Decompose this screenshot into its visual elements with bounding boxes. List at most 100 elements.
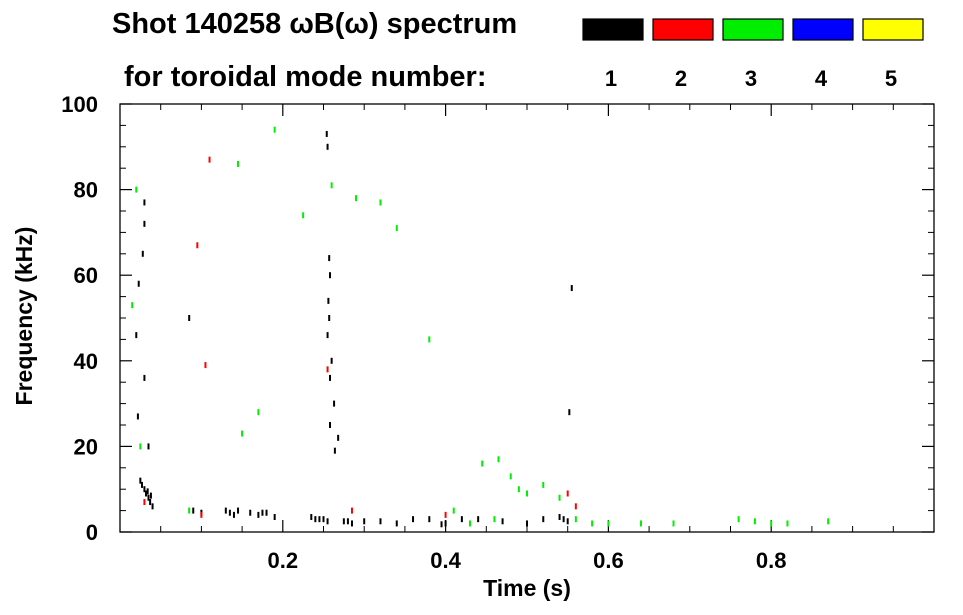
- spectrum-point: [350, 507, 353, 514]
- spectrum-point: [558, 494, 561, 501]
- spectrum-point: [558, 514, 561, 521]
- spectrum-point: [135, 332, 138, 339]
- legend-swatch: [582, 18, 644, 41]
- spectrum-point: [326, 518, 329, 525]
- spectrum-point: [327, 297, 330, 304]
- spectrum-point: [342, 518, 345, 525]
- spectrum-point: [574, 516, 577, 523]
- spectrum-point: [444, 520, 447, 527]
- spectrum-point: [149, 492, 152, 499]
- legend-label: 4: [815, 66, 828, 91]
- chart-title: Shot 140258 ωB(ω) spectrum: [112, 8, 517, 40]
- chart-subtitle: for toroidal mode number:: [124, 61, 487, 93]
- legend-label: 3: [745, 66, 757, 91]
- spectrum-point: [137, 280, 140, 287]
- spectrum-point: [241, 430, 244, 437]
- spectrum-point: [325, 130, 328, 137]
- x-axis-ticks: 0.2 0.4 0.6 0.8: [160, 104, 894, 573]
- spectrum-point: [379, 518, 382, 525]
- spectrum-point: [395, 225, 398, 232]
- spectrum-point: [355, 195, 358, 202]
- spectrum-point: [257, 409, 260, 416]
- spectrum-point: [395, 520, 398, 527]
- spectrum-point: [196, 242, 199, 249]
- legend: 1 2 3 4 5: [582, 18, 924, 91]
- spectrum-point: [497, 456, 500, 463]
- spectrum-point: [249, 509, 252, 516]
- spectrum-point: [517, 486, 520, 493]
- y-tick-label: 80: [74, 178, 98, 203]
- spectrum-point: [188, 315, 191, 321]
- y-tick-label: 0: [86, 520, 98, 545]
- spectrum-point: [329, 374, 332, 381]
- spectrum-point: [452, 507, 455, 514]
- x-tick-label: 0.2: [268, 548, 299, 573]
- spectrum-point: [147, 494, 150, 501]
- spectrum-point: [477, 516, 480, 523]
- spectrum-point: [192, 507, 195, 514]
- spectrum-point: [493, 516, 496, 523]
- spectrum-point: [469, 520, 472, 527]
- spectrum-point: [140, 481, 143, 488]
- spectrum-point: [412, 516, 415, 523]
- spectrum-point: [566, 518, 569, 525]
- spectrum-point: [302, 212, 305, 219]
- spectrum-point: [139, 477, 142, 484]
- x-tick-label: 0.6: [593, 548, 624, 573]
- spectrum-point: [570, 285, 573, 292]
- spectrum-point: [333, 447, 336, 454]
- spectrum-point: [310, 514, 313, 521]
- legend-label: 5: [885, 66, 897, 91]
- spectrum-point: [257, 511, 260, 518]
- x-axis-label: Time (s): [483, 575, 571, 601]
- spectrum-point: [326, 366, 329, 373]
- spectrum-point: [224, 507, 227, 514]
- spectrum-point: [204, 362, 207, 369]
- spectrum-point: [574, 503, 577, 510]
- spectrum-point: [131, 302, 134, 309]
- spectrum-point: [188, 507, 191, 514]
- y-tick-label: 60: [74, 263, 98, 288]
- spectrum-point: [444, 511, 447, 518]
- legend-swatch: [862, 18, 924, 41]
- spectrum-point: [501, 518, 504, 525]
- spectrum-point: [350, 520, 353, 527]
- spectrum-point: [318, 516, 321, 523]
- spectrum-point: [591, 520, 594, 527]
- spectrum-point: [151, 503, 154, 510]
- spectrum-point: [363, 518, 366, 525]
- spectrum-point: [143, 486, 146, 493]
- x-tick-label: 0.4: [430, 548, 461, 573]
- legend-swatch: [792, 18, 854, 41]
- spectrum-point: [379, 199, 382, 206]
- spectrum-point: [460, 516, 463, 523]
- spectrum-point: [146, 488, 149, 495]
- spectrum-point: [428, 336, 431, 343]
- data-marks: [131, 126, 830, 528]
- spectrum-point: [330, 357, 333, 364]
- spectrum-point: [526, 520, 528, 527]
- spectrum-point: [237, 160, 240, 167]
- spectrum-point: [542, 516, 545, 523]
- spectrum-point: [322, 516, 325, 523]
- spectrum-point: [147, 443, 150, 450]
- spectrum-point: [273, 514, 276, 521]
- spectrum-point: [672, 520, 675, 527]
- spectrum-point: [329, 422, 332, 428]
- legend-swatch: [652, 18, 714, 41]
- spectrum-point: [566, 490, 569, 497]
- spectrum-point: [326, 143, 329, 150]
- y-tick-label: 40: [74, 349, 98, 374]
- spectrum-point: [639, 520, 642, 527]
- spectrum-point: [208, 156, 211, 163]
- spectrum-point: [330, 182, 333, 189]
- spectrum-point: [481, 460, 484, 467]
- spectrum-point: [143, 220, 146, 227]
- x-tick-label: 0.8: [756, 548, 787, 573]
- spectrum-point: [143, 199, 146, 206]
- spectrum-point: [328, 255, 331, 262]
- spectrum-point: [440, 521, 443, 528]
- spectrum-point: [333, 400, 336, 407]
- spectrum-point: [143, 374, 146, 381]
